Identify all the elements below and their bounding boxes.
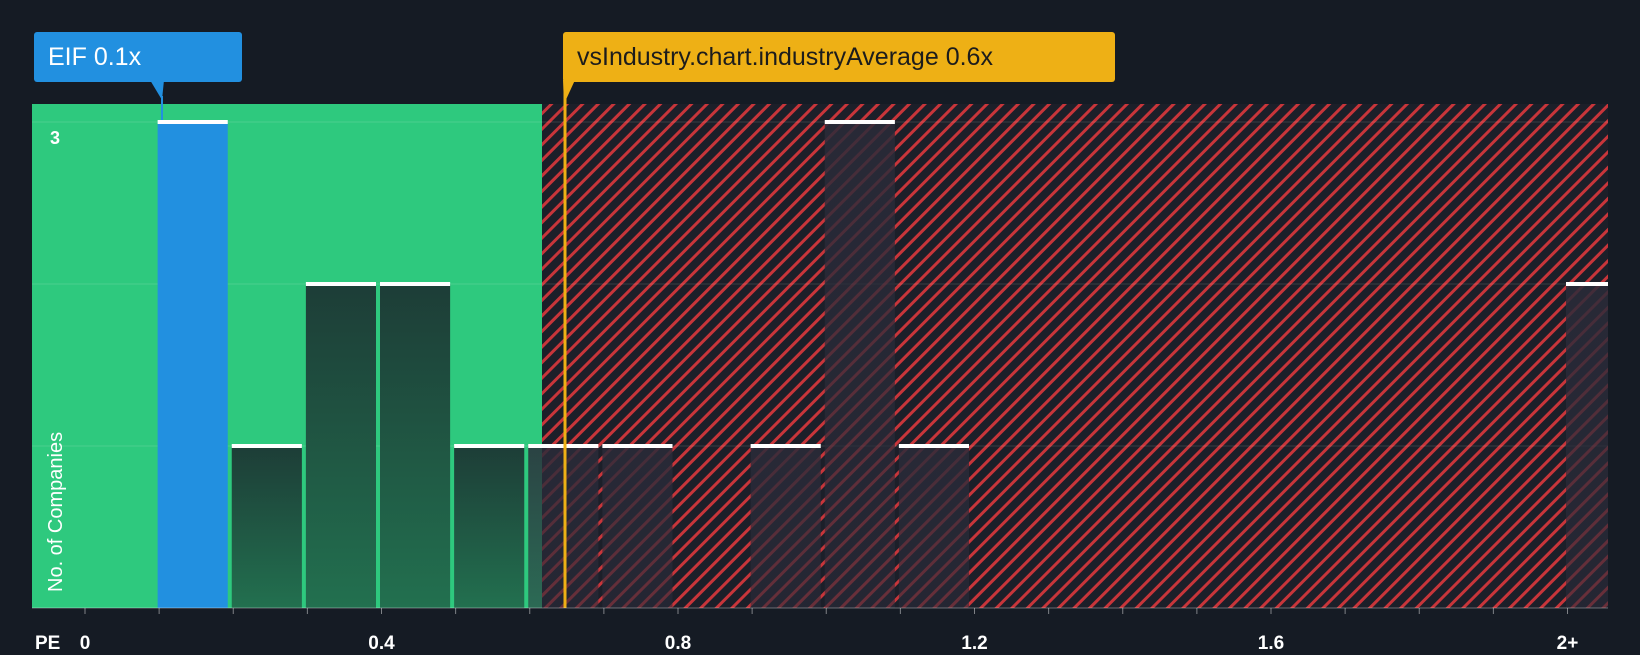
lines-layer: [150, 80, 575, 608]
x-tick-label: 0: [80, 633, 91, 650]
company-pe-label: EIF 0.1x: [48, 43, 142, 71]
x-tick-label: 0.8: [665, 633, 691, 650]
industry-average-callout: vsIndustry.chart.industryAverage 0.6x: [563, 32, 1115, 82]
bar-cap: [602, 444, 673, 448]
zones-layer: [32, 104, 1608, 608]
histogram-bar: [750, 446, 821, 608]
y-tick-label: 3: [50, 128, 60, 148]
x-tick-label: 2+: [1557, 633, 1579, 650]
histogram-bar: [824, 122, 895, 608]
axis-layer: 0 0.4 0.8 1.2 1.6 2+ PE 3 No. of Companies: [32, 128, 1608, 654]
bar-cap: [824, 120, 895, 124]
bar-cap: [157, 120, 228, 124]
y-axis-label: No. of Companies: [45, 432, 67, 592]
histogram-bar: [602, 446, 673, 608]
histogram-bar: [380, 284, 451, 608]
industry-average-label: vsIndustry.chart.industryAverage 0.6x: [577, 43, 993, 71]
histogram-bar: [898, 446, 969, 608]
x-axis-label: PE: [35, 633, 60, 650]
bar-cap: [231, 444, 302, 448]
bar-cap: [898, 444, 969, 448]
bar-cap: [454, 444, 525, 448]
company-pe-callout: EIF 0.1x: [34, 32, 242, 82]
bar-cap: [750, 444, 821, 448]
x-tick-label: 1.2: [961, 633, 987, 650]
bar-cap: [1566, 282, 1608, 286]
histogram-bar: [231, 446, 302, 608]
bar-cap: [528, 444, 599, 448]
histogram-bar: [454, 446, 525, 608]
bar-cap: [380, 282, 451, 286]
company-bar: [157, 122, 228, 608]
company-callout-pointer: [150, 80, 164, 100]
x-tick-label: 1.6: [1258, 633, 1284, 650]
x-tick-label: 0.4: [368, 633, 395, 650]
overvalued-zone: [542, 104, 1608, 608]
industry-callout-pointer: [563, 80, 575, 104]
bar-cap: [305, 282, 376, 286]
histogram-bar: [528, 446, 599, 608]
bars-layer: [157, 120, 1608, 608]
histogram-bar: [305, 284, 376, 608]
histogram-bar: [1566, 284, 1608, 608]
